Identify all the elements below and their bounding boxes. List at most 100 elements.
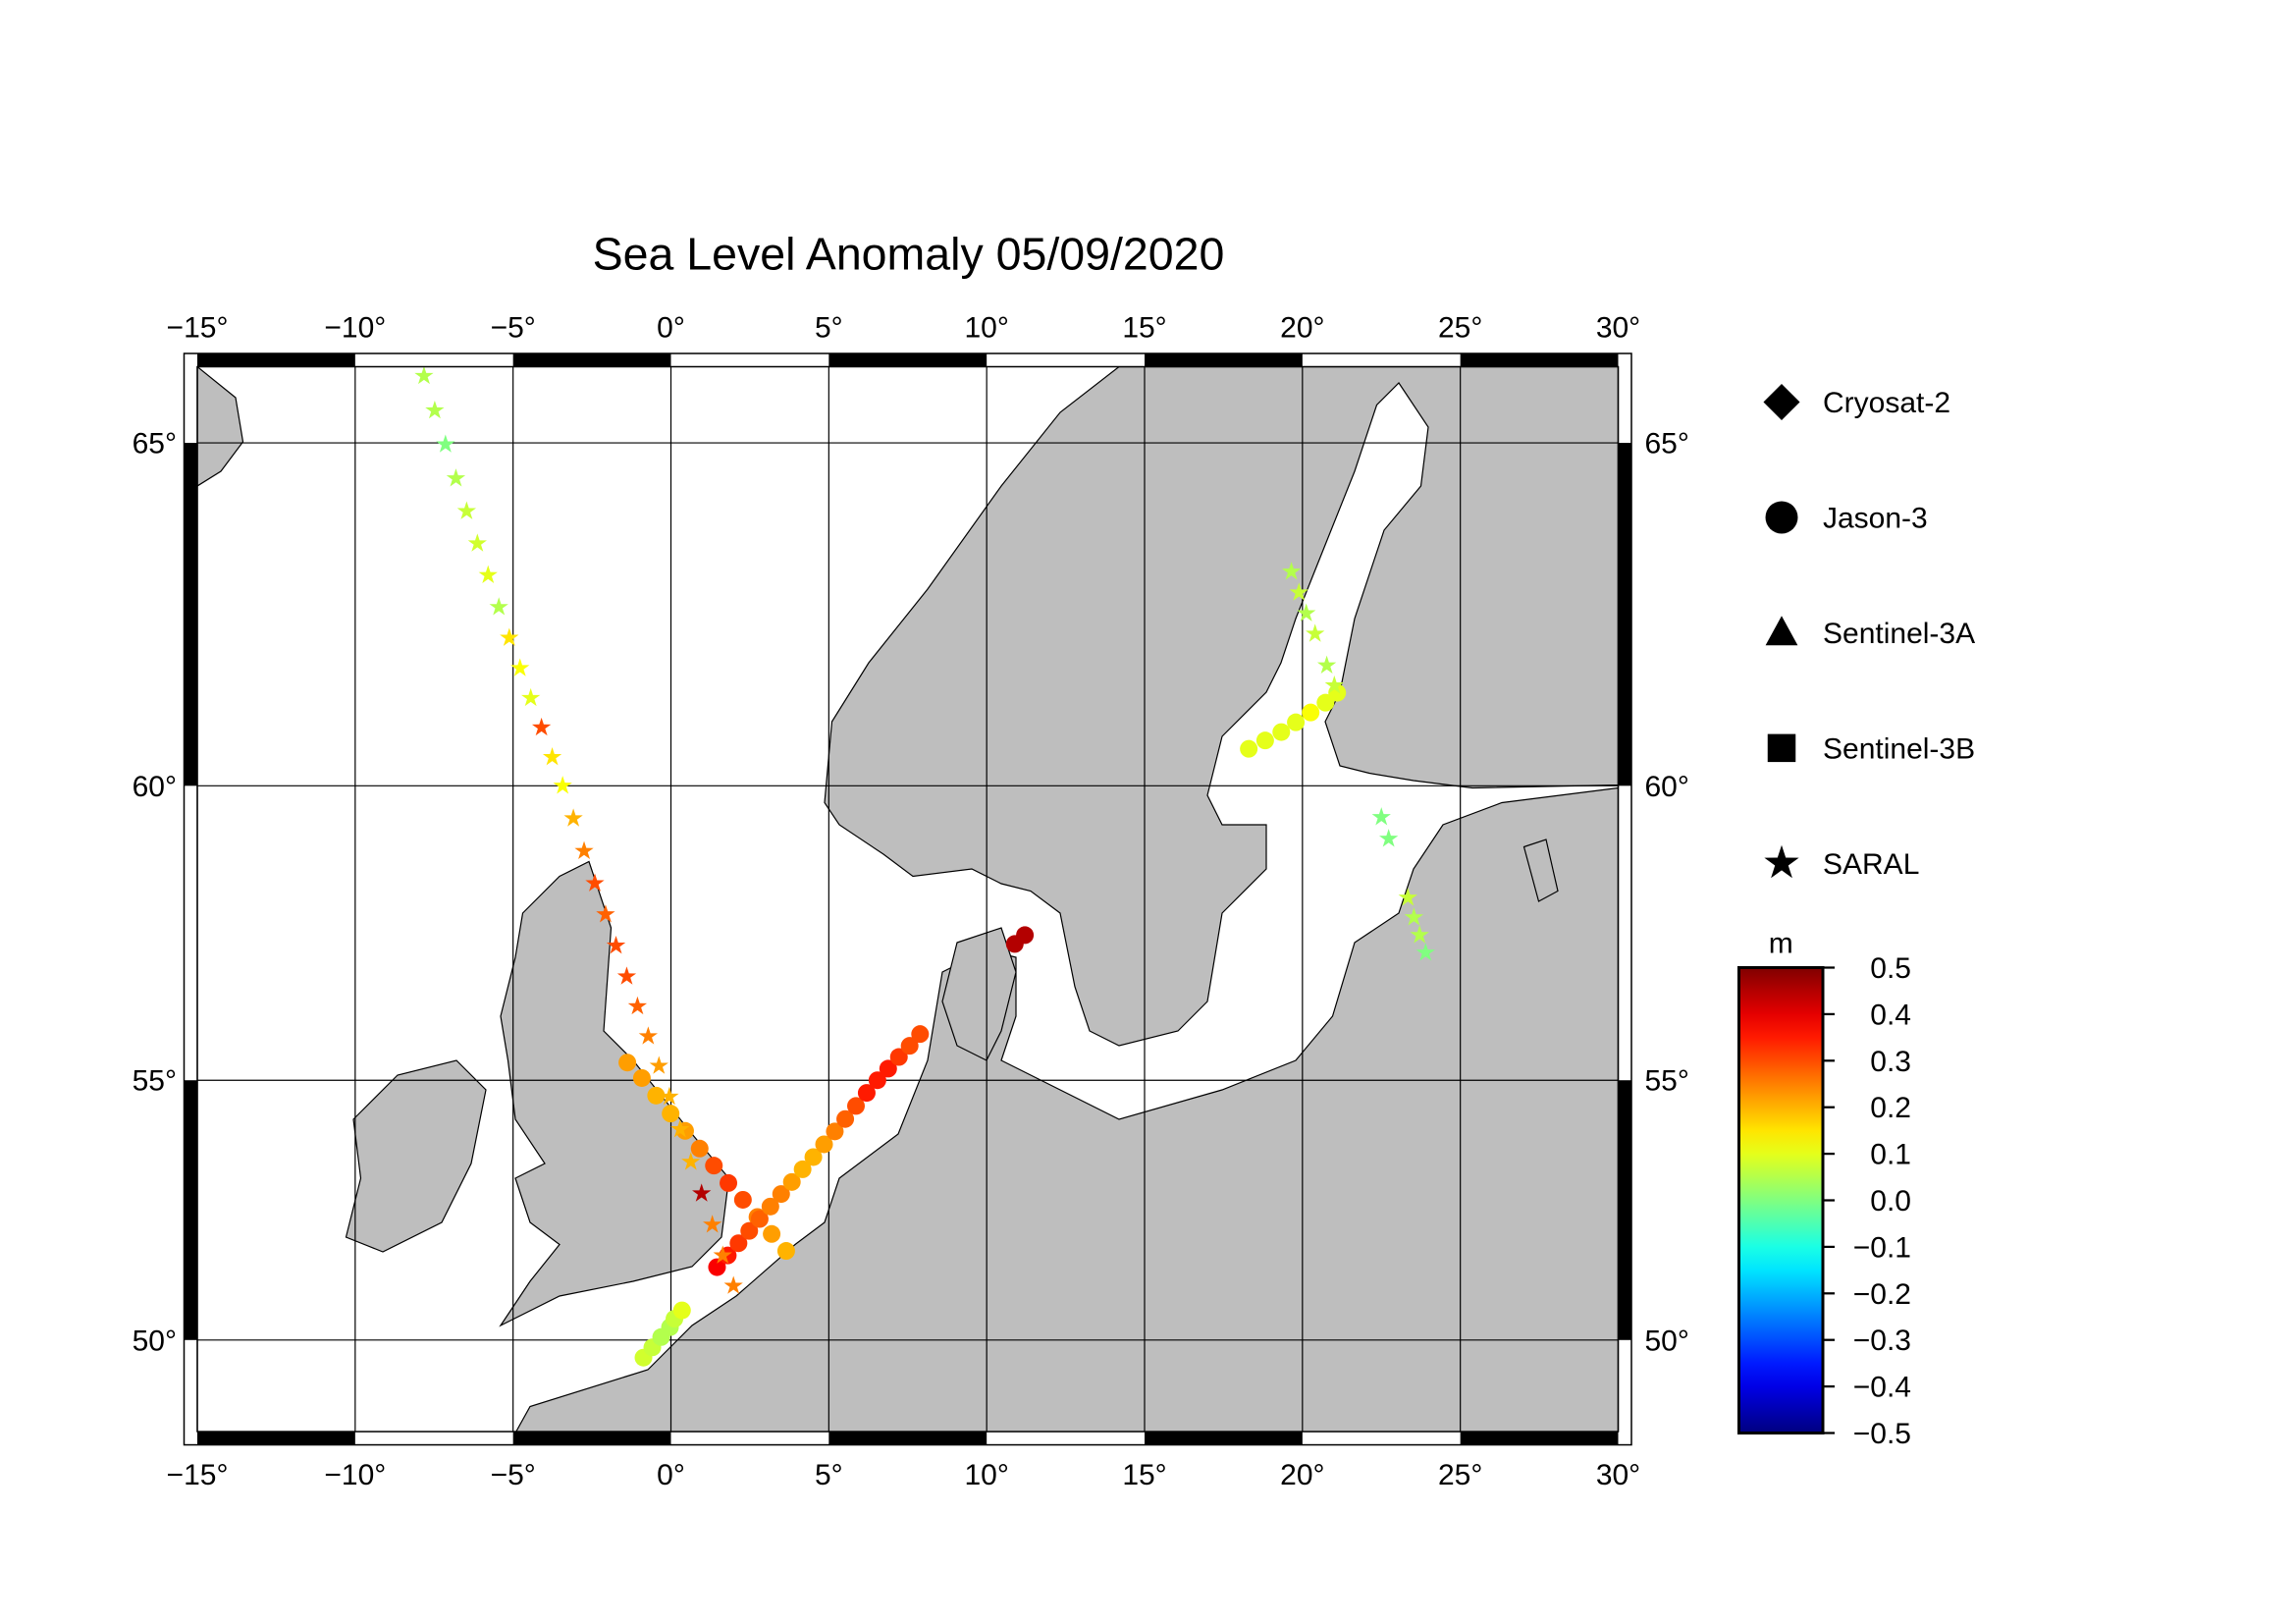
frame-bar (828, 353, 988, 367)
x-tick-label: 15° (1122, 312, 1166, 345)
scandinavia (824, 366, 1619, 1047)
frame-bar (184, 443, 198, 786)
frame-bar (1145, 353, 1303, 367)
colorbar-tick-label: −0.5 (1853, 1418, 1911, 1450)
track-point (702, 1215, 722, 1233)
track-point (1287, 713, 1306, 731)
track-point (729, 1234, 748, 1253)
continent (515, 786, 1619, 1433)
track-point (425, 400, 445, 419)
legend-label: Cryosat-2 (1823, 387, 1950, 419)
frame-bar (1460, 1432, 1619, 1445)
track-point (542, 747, 562, 766)
track-point (618, 1054, 637, 1072)
track-point (446, 468, 466, 487)
track-point (467, 533, 487, 552)
frame-bar (197, 353, 355, 367)
colorbar-tick-label: −0.3 (1853, 1325, 1911, 1357)
x-tick-label: 5° (815, 312, 843, 345)
track-point (456, 501, 477, 519)
track-point (740, 1221, 759, 1240)
track-point (563, 808, 583, 827)
legend: Cryosat-2 Jason-3 Sentinel-3A Sentinel-3B SA… (1763, 383, 1975, 881)
x-tick-label: 10° (964, 312, 1008, 345)
track-point (1289, 582, 1308, 601)
track-point (1379, 829, 1399, 847)
y-tick-label: 55° (1645, 1065, 1689, 1098)
x-tick-label: −10° (324, 312, 386, 345)
frame: −15° −15° −10° −10° −5° −5° 0° 0° 5° 5° 10° 10° 15° 1… (133, 312, 1689, 1492)
frame-bar (1618, 1080, 1632, 1340)
track-point (436, 434, 455, 453)
track-point (815, 1135, 833, 1154)
track-point (596, 904, 615, 923)
chart-title: Sea Level Anomaly 05/09/2020 (593, 229, 1225, 280)
x-tick-label: 25° (1438, 312, 1482, 345)
track-point (1316, 693, 1335, 712)
track-point (1016, 926, 1035, 945)
track-point (720, 1173, 738, 1192)
track-point (750, 1210, 769, 1228)
track-point (857, 1084, 876, 1103)
track-point (733, 1190, 752, 1209)
colorbar-tick-label: 0.4 (1870, 999, 1911, 1031)
legend-marker (1763, 383, 1800, 421)
x-tick-label: 30° (1596, 1459, 1640, 1491)
colorbar-tick-label: −0.2 (1853, 1278, 1911, 1311)
track-point (889, 1048, 908, 1066)
frame-bar (1618, 443, 1632, 786)
colorbar-tick-label: 0.1 (1870, 1139, 1911, 1171)
y-tick-label: 60° (133, 771, 177, 803)
x-tick-label: −15° (167, 312, 229, 345)
track-point (1398, 888, 1417, 906)
track-point (763, 1224, 781, 1243)
track-point (500, 627, 519, 646)
frame-bar (512, 1432, 671, 1445)
track-point (1316, 655, 1337, 675)
x-tick-label: 0° (657, 312, 685, 345)
legend-label: SARAL (1823, 848, 1919, 881)
colorbar-tick-label: 0.2 (1870, 1092, 1911, 1124)
track-point (531, 717, 552, 736)
x-tick-label: 30° (1596, 312, 1640, 345)
track-point (1255, 731, 1274, 750)
frame-bar (828, 1432, 988, 1445)
track-point (662, 1105, 680, 1123)
track-point (1302, 703, 1320, 722)
y-tick-label: 60° (1645, 771, 1689, 803)
track-point (868, 1071, 886, 1090)
denmark (941, 927, 1017, 1061)
frame-bar (512, 353, 671, 367)
colorbar: m 0.5 0.4 0.3 0.2 0.1 0.0 −0.1 −0.2 −0.3 −0.4 −0.5 (1737, 928, 1911, 1450)
track-point (690, 1139, 709, 1158)
track-point (647, 1086, 666, 1105)
track-point (793, 1160, 812, 1178)
x-tick-label: 20° (1280, 312, 1324, 345)
legend-marker (1765, 501, 1798, 534)
track-point (900, 1037, 919, 1055)
track-point (879, 1059, 897, 1078)
track-point (1297, 603, 1316, 622)
frame-bar (197, 1432, 355, 1445)
colorbar-tick-label: −0.1 (1853, 1231, 1911, 1264)
y-tick-label: 65° (133, 428, 177, 460)
ireland (345, 1059, 487, 1253)
track-point (708, 1258, 726, 1276)
track-point (1410, 925, 1429, 944)
track-point (478, 565, 498, 584)
track-point (616, 966, 637, 985)
track-point (1281, 562, 1302, 580)
legend-marker (1767, 733, 1796, 763)
track-point (606, 936, 626, 954)
x-tick-label: 10° (964, 1459, 1008, 1491)
track-point (574, 840, 594, 860)
track-point (804, 1148, 823, 1166)
y-tick-label: 50° (133, 1325, 177, 1357)
track-point (553, 776, 572, 794)
track-point (772, 1185, 790, 1204)
track-point (836, 1109, 855, 1128)
track-point (649, 1055, 668, 1074)
